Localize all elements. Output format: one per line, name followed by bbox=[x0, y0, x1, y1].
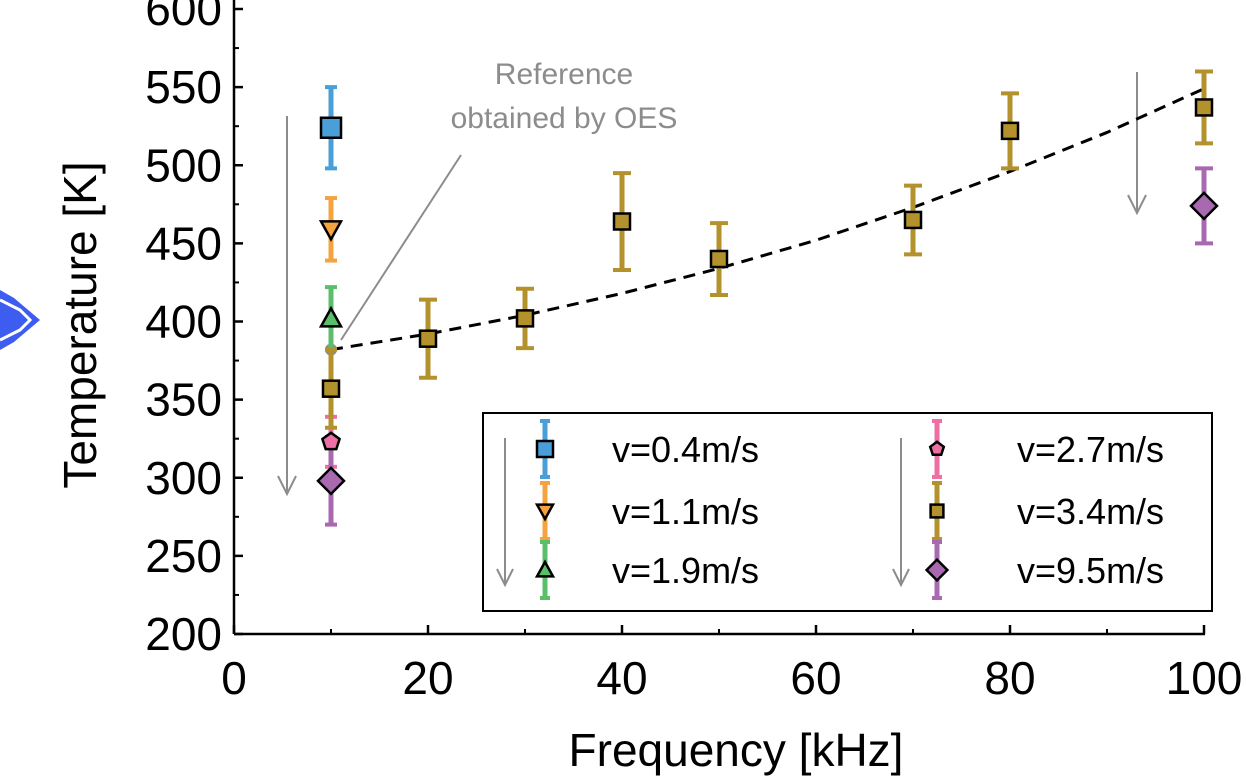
legend-label: v=0.4m/s bbox=[612, 429, 759, 470]
x-tick-label: 80 bbox=[984, 652, 1035, 704]
legend-label: v=1.1m/s bbox=[612, 491, 759, 532]
y-axis-title: Temperature [K] bbox=[54, 161, 106, 488]
legend-item: v=2.7m/s bbox=[928, 419, 1164, 479]
legend-marker bbox=[534, 503, 556, 522]
data-point bbox=[1194, 98, 1214, 117]
data-point bbox=[515, 309, 535, 328]
annotation-pointer bbox=[340, 154, 462, 341]
legend-item: v=3.4m/s bbox=[929, 481, 1164, 541]
y-tick-label: 300 bbox=[145, 452, 222, 504]
y-tick-label: 450 bbox=[145, 217, 222, 269]
fit-line bbox=[330, 87, 1205, 352]
x-tick-label: 20 bbox=[402, 652, 453, 704]
data-point bbox=[612, 212, 632, 231]
legend-label: v=1.9m/s bbox=[612, 550, 759, 591]
legend-marker bbox=[924, 557, 950, 583]
y-tick-label: 400 bbox=[145, 296, 222, 348]
legend-label: v=9.5m/s bbox=[1017, 550, 1164, 591]
legend-marker bbox=[535, 439, 555, 459]
y-tick-label: 200 bbox=[145, 608, 222, 660]
data-point bbox=[903, 210, 923, 230]
data-point bbox=[318, 305, 344, 328]
x-tick-label: 0 bbox=[221, 652, 247, 704]
x-tick-label: 40 bbox=[596, 652, 647, 704]
data-point bbox=[321, 379, 341, 398]
markers bbox=[316, 98, 1219, 496]
annotation-line2: obtained by OES bbox=[451, 102, 678, 135]
legend-marker bbox=[929, 503, 945, 519]
legend-item: v=1.1m/s bbox=[534, 481, 759, 541]
legend-item: v=9.5m/s bbox=[924, 540, 1164, 600]
data-point bbox=[1189, 191, 1219, 221]
data-point bbox=[418, 329, 438, 348]
x-axis-title: Frequency [kHz] bbox=[569, 724, 904, 776]
legend-label: v=2.7m/s bbox=[1017, 429, 1164, 470]
legend-box bbox=[482, 412, 1213, 612]
legend-item: v=0.4m/s bbox=[535, 419, 759, 479]
data-point bbox=[320, 431, 342, 451]
ticks bbox=[232, 7, 1206, 636]
trend-arrows bbox=[277, 72, 1147, 497]
x-tick-label: 60 bbox=[790, 652, 841, 704]
y-tick-label: 550 bbox=[145, 61, 222, 113]
data-point bbox=[709, 249, 729, 269]
legend-marker bbox=[928, 440, 946, 457]
annotation-line1: Reference bbox=[495, 58, 633, 91]
legend-item: v=1.9m/s bbox=[534, 540, 759, 600]
left-arrow-icon bbox=[0, 290, 40, 350]
data-point bbox=[318, 220, 344, 242]
data-point bbox=[1000, 121, 1020, 141]
x-tick-label: 100 bbox=[1166, 652, 1243, 704]
legend-label: v=3.4m/s bbox=[1017, 491, 1164, 532]
data-point bbox=[319, 116, 343, 139]
legend-items: v=0.4m/s v=1.1m/s v=1.9m/s v=2.7m/s v=3.4m/s… bbox=[534, 419, 1164, 600]
y-tick-label: 250 bbox=[145, 530, 222, 582]
legend-marker bbox=[534, 559, 556, 578]
tick-labels: 0 20 40 60 80 100 200 250 300 350 400 450 500 550 600 bbox=[145, 0, 1242, 704]
legend-arrows bbox=[496, 438, 910, 588]
data-point bbox=[316, 466, 346, 496]
y-tick-label: 500 bbox=[145, 139, 222, 191]
legend: v=0.4m/s v=1.1m/s v=1.9m/s v=2.7m/s v=3.4m/s… bbox=[482, 412, 1213, 612]
y-tick-label: 600 bbox=[145, 0, 222, 35]
y-tick-label: 350 bbox=[145, 374, 222, 426]
